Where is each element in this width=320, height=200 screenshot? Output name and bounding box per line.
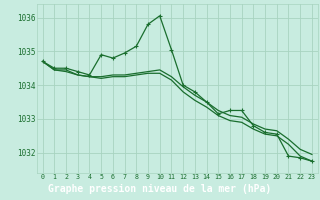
Text: Graphe pression niveau de la mer (hPa): Graphe pression niveau de la mer (hPa) [48,183,272,194]
